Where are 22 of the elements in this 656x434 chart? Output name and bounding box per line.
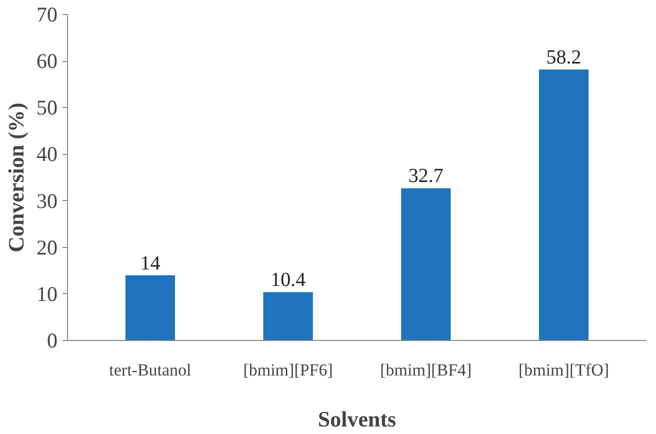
y-tick-label: 70 [36,2,58,26]
bar [125,275,176,340]
data-label: 10.4 [270,269,306,292]
bar [401,188,451,340]
y-tick-label: 50 [36,96,58,120]
y-tick-label: 30 [36,188,58,213]
y-tick-label: 10 [36,282,58,306]
x-tick-label: [bmim][TfO] [518,360,610,380]
x-tick-label: [bmim][BF4] [380,360,472,380]
y-tick-label: 0 [47,328,58,352]
data-label: 32.7 [408,165,444,188]
data-label: 14 [140,252,160,274]
bar [263,292,313,340]
data-label: 58.2 [546,46,582,68]
y-axis-title: Conversion (%) [4,102,28,252]
x-tick-label: tert-Butanol [109,360,192,380]
y-tick-label: 40 [36,142,58,166]
x-axis-title: Solvents [318,406,397,432]
x-tick-label: [bmim][PF6] [243,360,333,380]
y-tick-label: 60 [36,49,58,74]
y-tick-label: 20 [36,235,58,260]
bar [538,69,589,340]
